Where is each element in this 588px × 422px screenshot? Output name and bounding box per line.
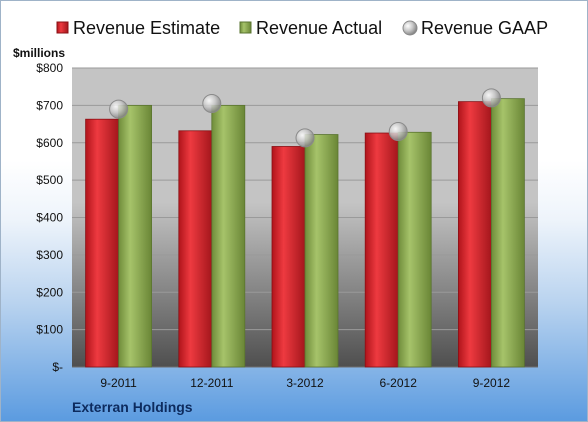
bar-revenue-actual [211, 104, 246, 368]
legend-item-revenue-gaap: Revenue GAAP [402, 18, 548, 38]
x-tick-label: 6-2012 [380, 376, 418, 390]
bar-revenue-estimate [364, 132, 399, 368]
bar-revenue-actual [304, 134, 339, 368]
legend: Revenue Estimate Revenue Actual Revenue … [56, 18, 548, 38]
x-axis-ticks: 9-2011 12-2011 3-2012 6-2012 9-2012 [100, 376, 510, 390]
marker-revenue-gaap [295, 128, 315, 148]
bar-revenue-estimate [271, 146, 306, 368]
y-axis-unit-label: $millions [13, 46, 65, 60]
legend-item-revenue-estimate: Revenue Estimate [56, 18, 220, 38]
legend-label-revenue-actual: Revenue Actual [256, 18, 382, 38]
bar-revenue-actual [118, 104, 152, 368]
bar-revenue-estimate [457, 101, 492, 368]
bar-revenue-actual [397, 131, 432, 368]
x-tick-label: 9-2011 [100, 376, 137, 390]
legend-label-revenue-gaap: Revenue GAAP [421, 18, 548, 38]
y-tick-label: $800 [36, 61, 63, 75]
y-tick-label: $200 [36, 285, 63, 299]
legend-item-revenue-actual: Revenue Actual [239, 18, 382, 38]
y-axis-ticks: $- $100 $200 $300 $400 $500 $600 $700 $800 [36, 61, 63, 374]
x-tick-label: 3-2012 [286, 376, 324, 390]
y-tick-label: $100 [36, 323, 63, 337]
y-tick-label: $700 [36, 98, 63, 112]
legend-swatch-revenue-actual [239, 21, 252, 34]
legend-swatch-revenue-estimate [56, 21, 69, 34]
legend-label-revenue-estimate: Revenue Estimate [73, 18, 220, 38]
legend-marker-revenue-gaap [402, 20, 418, 36]
marker-revenue-gaap [109, 99, 129, 119]
marker-revenue-gaap [202, 94, 222, 114]
x-tick-label: 12-2011 [190, 376, 233, 390]
y-tick-label: $300 [36, 248, 63, 262]
bar-revenue-actual [490, 98, 525, 368]
bar-revenue-estimate [178, 130, 213, 368]
marker-revenue-gaap [388, 122, 408, 142]
gaap-markers [109, 88, 501, 148]
company-name: Exterran Holdings [72, 399, 193, 415]
marker-revenue-gaap [481, 88, 501, 108]
y-tick-label: $600 [36, 136, 63, 150]
bars [85, 98, 525, 368]
bar-revenue-estimate [85, 118, 119, 368]
x-tick-label: 9-2012 [473, 376, 511, 390]
y-tick-label: $- [52, 360, 63, 374]
y-tick-label: $500 [36, 173, 63, 187]
y-tick-label: $400 [36, 211, 63, 225]
